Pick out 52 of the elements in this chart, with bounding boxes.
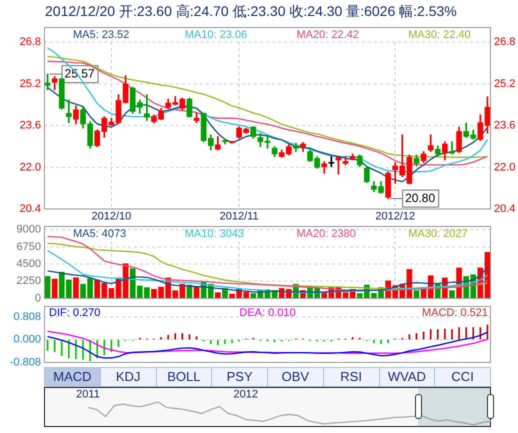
series-label: MACD: 0.521 [422, 307, 488, 320]
y-tick-label: 2250 [16, 275, 41, 288]
bar [186, 284, 192, 298]
y-tick-label: -0.808 [10, 356, 41, 368]
bar [73, 277, 79, 298]
text: CCI [434, 368, 490, 386]
bar [215, 292, 221, 298]
x-tick-label: 2012 [233, 388, 258, 400]
x-tick-label: 2012/12 [375, 210, 416, 223]
text: MA30: 2027 [408, 228, 468, 240]
y-tick-label: 22.0 [20, 161, 41, 174]
text: MA5: 23.52 [73, 29, 130, 42]
text: WVAD [378, 368, 434, 386]
y-tick-label: 9000 [16, 224, 41, 236]
y-tick-label: 4500 [16, 258, 41, 270]
y2-tick-label: 26.8 [494, 36, 516, 48]
y-tick-label: 0.808 [13, 311, 41, 324]
y-tick-label: 6750 [16, 240, 41, 253]
chart-title: 2012/12/20 开:23.60 高:24.70 低:23.30 收:24.30 量:6026 幅:2.53% [45, 3, 457, 21]
y-tick-label: 0 [34, 292, 41, 304]
y-tick-label: 0.000 [13, 334, 41, 346]
text: MACD [45, 368, 100, 386]
bar [414, 290, 420, 298]
y-tick-label: 26.8 [20, 36, 41, 48]
y2-tick-label: 23.6 [494, 120, 516, 132]
x-tick-label: 2012/10 [92, 210, 132, 223]
y2-tick-label: 22.0 [494, 161, 516, 174]
text: DEA: 0.010 [239, 307, 296, 320]
bar [449, 290, 455, 298]
text: MA10: 3043 [184, 228, 244, 240]
y-tick-label: 20.4 [20, 203, 41, 216]
text: MA30: 22.40 [408, 29, 471, 42]
x-tick-label: 2012/11 [220, 210, 259, 223]
y-tick-label: 23.6 [20, 120, 41, 132]
annotation: 20.80 [405, 190, 436, 205]
y-tick-label: 25.2 [20, 78, 41, 90]
text: MA20: 2380 [296, 228, 356, 240]
text: MA20: 22.42 [296, 29, 359, 42]
text: MA10: 23.06 [184, 29, 248, 42]
y2-tick-label: 25.2 [494, 78, 516, 90]
bar [194, 286, 200, 298]
text: PSY [211, 368, 267, 386]
x-tick-label: 2011 [76, 388, 100, 400]
text: RSI [322, 368, 378, 386]
bar [44, 276, 50, 298]
text: OBV [267, 368, 323, 386]
text: KDJ [100, 368, 156, 386]
text: BOLL [156, 368, 212, 386]
bar [52, 278, 58, 298]
series-label: DIF: 0.270 [49, 307, 100, 320]
y2-tick-label: 20.4 [494, 203, 516, 216]
text: MA5: 4073 [73, 228, 126, 240]
